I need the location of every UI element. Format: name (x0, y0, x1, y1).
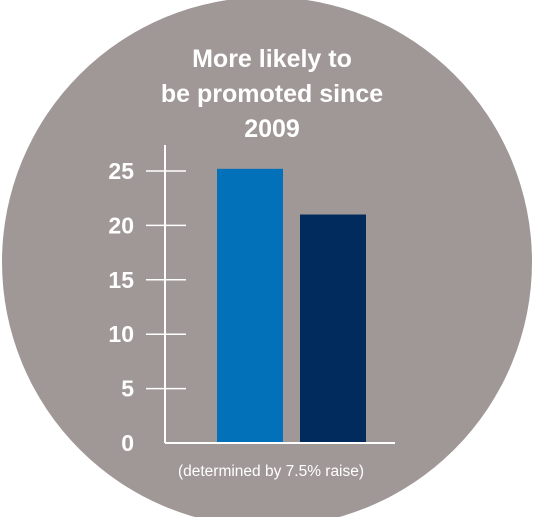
bars-group (217, 168, 366, 443)
chart-note: (determined by 7.5% raise) (178, 463, 364, 480)
bar-2 (300, 214, 366, 443)
bar-1 (217, 168, 283, 443)
chart-title-line-2: be promoted since (161, 80, 383, 108)
y-tick-label-10: 10 (108, 321, 134, 347)
y-axis: 0 5 10 15 20 25 (108, 145, 395, 456)
y-tick-label-0: 0 (121, 430, 134, 456)
y-tick-label-5: 5 (121, 376, 134, 402)
y-tick-label-15: 15 (108, 267, 134, 293)
chart-title-line-3: 2009 (244, 115, 300, 143)
y-tick-label-20: 20 (108, 212, 134, 238)
chart-title-line-1: More likely to (192, 45, 352, 73)
y-tick-label-25: 25 (108, 158, 134, 184)
